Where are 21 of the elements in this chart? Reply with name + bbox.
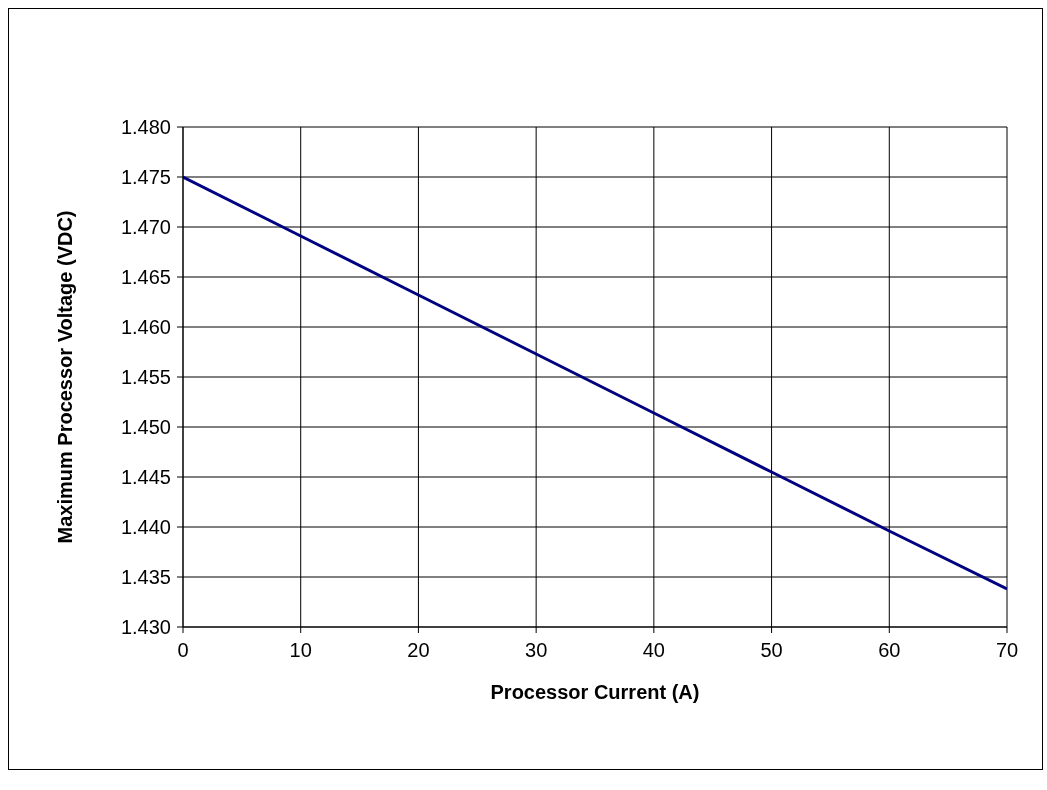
x-tick-label: 40 bbox=[642, 639, 665, 662]
y-tick-label: 1.480 bbox=[120, 116, 171, 139]
y-tick-label: 1.445 bbox=[120, 466, 171, 489]
y-axis-title: Maximum Processor Voltage (VDC) bbox=[54, 210, 77, 544]
x-axis-title: Processor Current (A) bbox=[490, 681, 700, 703]
y-tick-label: 1.440 bbox=[120, 516, 171, 539]
x-tick-label: 0 bbox=[177, 639, 189, 662]
y-tick-label: 1.465 bbox=[120, 266, 171, 289]
x-tick-label: 10 bbox=[289, 639, 312, 662]
x-tick-label: 30 bbox=[525, 639, 548, 662]
x-tick-label: 50 bbox=[760, 639, 783, 662]
y-tick-label: 1.475 bbox=[120, 166, 171, 189]
y-tick-label: 1.470 bbox=[120, 216, 171, 239]
x-tick-label: 70 bbox=[995, 639, 1019, 662]
y-tick-label: 1.460 bbox=[120, 316, 171, 339]
y-tick-label: 1.455 bbox=[120, 366, 171, 389]
x-tick-label: 20 bbox=[407, 639, 430, 662]
x-tick-label: 60 bbox=[878, 639, 901, 662]
y-tick-label: 1.450 bbox=[120, 416, 171, 439]
y-tick-label: 1.430 bbox=[120, 616, 171, 639]
y-tick-label: 1.435 bbox=[120, 566, 171, 589]
